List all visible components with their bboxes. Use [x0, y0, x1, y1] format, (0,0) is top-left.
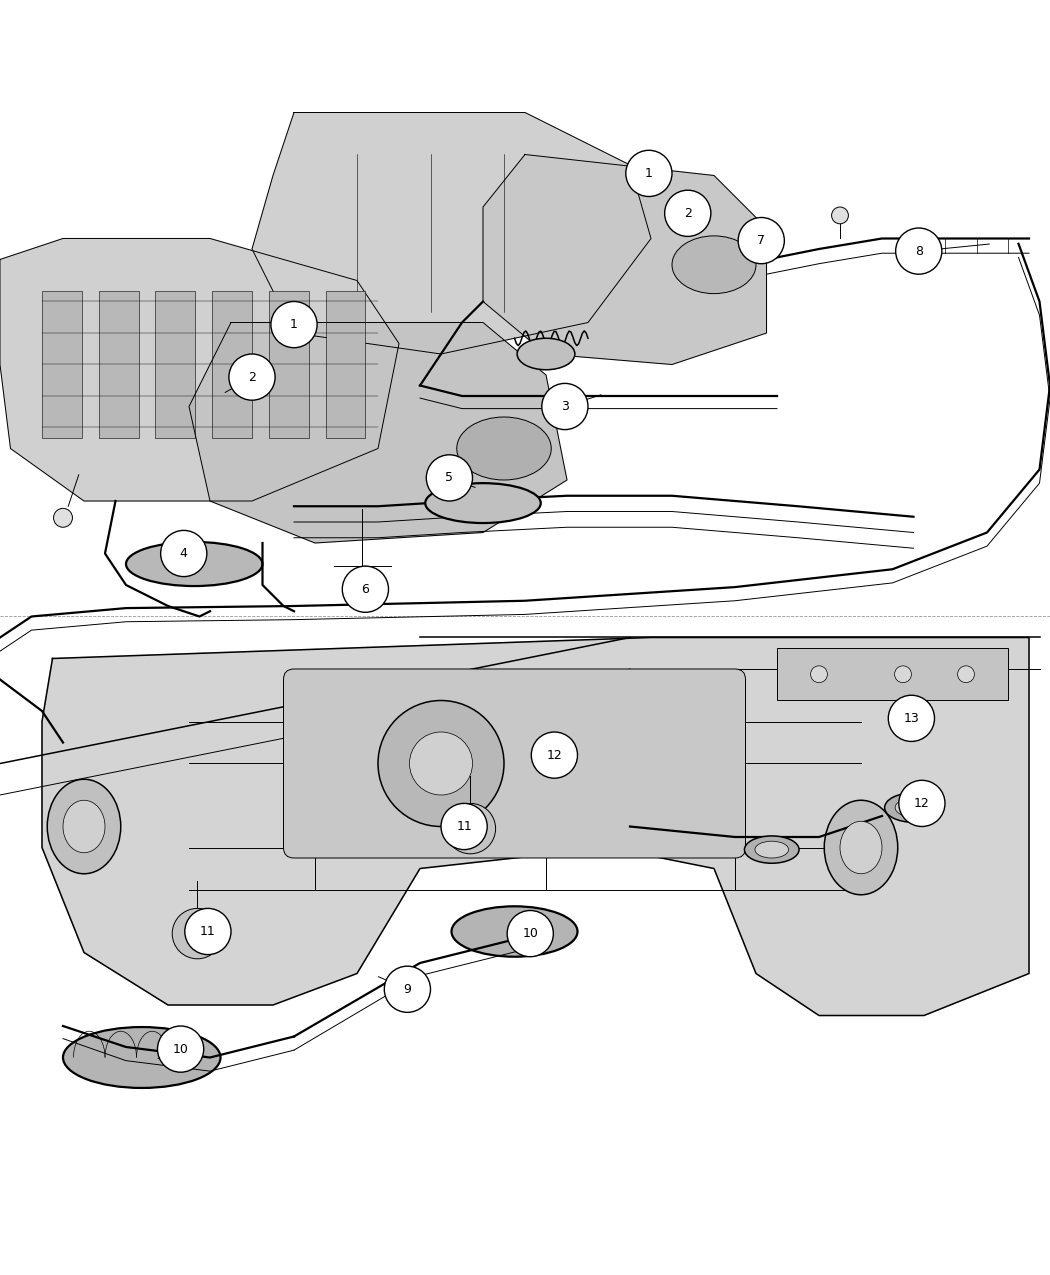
- Text: 10: 10: [522, 927, 539, 940]
- Bar: [189, 923, 206, 944]
- Text: 4: 4: [180, 547, 188, 560]
- Ellipse shape: [824, 801, 898, 895]
- Text: 10: 10: [172, 1043, 189, 1056]
- Text: 3: 3: [561, 400, 569, 413]
- Ellipse shape: [425, 483, 541, 523]
- Ellipse shape: [744, 836, 799, 863]
- Bar: [326, 291, 365, 439]
- Circle shape: [811, 666, 827, 682]
- Bar: [155, 291, 195, 439]
- Circle shape: [161, 530, 207, 576]
- Bar: [212, 291, 252, 439]
- Circle shape: [832, 207, 848, 224]
- Circle shape: [229, 354, 275, 400]
- Circle shape: [888, 695, 934, 742]
- Ellipse shape: [755, 842, 789, 858]
- Ellipse shape: [63, 1028, 220, 1088]
- Ellipse shape: [840, 821, 882, 873]
- Circle shape: [384, 966, 430, 1012]
- Circle shape: [958, 666, 974, 682]
- Text: 11: 11: [200, 924, 216, 938]
- Text: 9: 9: [403, 983, 412, 996]
- Circle shape: [426, 455, 472, 501]
- Ellipse shape: [895, 798, 932, 817]
- Polygon shape: [483, 154, 766, 365]
- Polygon shape: [189, 323, 567, 543]
- Circle shape: [542, 384, 588, 430]
- Circle shape: [445, 803, 496, 854]
- Polygon shape: [252, 112, 651, 354]
- Bar: [269, 291, 309, 439]
- Bar: [99, 291, 139, 439]
- Text: 12: 12: [546, 748, 563, 761]
- Ellipse shape: [47, 779, 121, 873]
- Circle shape: [665, 190, 711, 236]
- Circle shape: [54, 509, 72, 528]
- Bar: [462, 819, 479, 839]
- Circle shape: [507, 910, 553, 956]
- Polygon shape: [0, 238, 399, 501]
- Circle shape: [158, 1026, 204, 1072]
- Text: 5: 5: [445, 472, 454, 484]
- Circle shape: [185, 908, 231, 955]
- Circle shape: [896, 228, 942, 274]
- Text: 1: 1: [645, 167, 653, 180]
- Polygon shape: [42, 638, 1029, 1015]
- Text: 12: 12: [914, 797, 930, 810]
- Circle shape: [342, 566, 388, 612]
- Circle shape: [271, 301, 317, 348]
- Text: 2: 2: [684, 207, 692, 219]
- Text: 8: 8: [915, 245, 923, 258]
- Ellipse shape: [672, 236, 756, 293]
- Circle shape: [899, 780, 945, 826]
- Ellipse shape: [884, 793, 943, 822]
- Circle shape: [172, 908, 223, 959]
- Ellipse shape: [126, 542, 262, 586]
- Ellipse shape: [517, 338, 575, 370]
- Circle shape: [895, 666, 911, 682]
- Ellipse shape: [457, 417, 551, 479]
- Circle shape: [352, 569, 373, 589]
- Text: 11: 11: [456, 820, 472, 833]
- Bar: [42, 291, 82, 439]
- Circle shape: [441, 803, 487, 849]
- Circle shape: [531, 732, 578, 778]
- Text: 1: 1: [290, 317, 298, 332]
- Ellipse shape: [63, 801, 105, 853]
- Text: 7: 7: [757, 235, 765, 247]
- Ellipse shape: [452, 907, 578, 956]
- Circle shape: [410, 732, 472, 796]
- Text: 2: 2: [248, 371, 256, 384]
- Bar: [777, 648, 1008, 700]
- Text: 6: 6: [361, 583, 370, 595]
- FancyBboxPatch shape: [284, 669, 746, 858]
- Circle shape: [626, 150, 672, 196]
- Circle shape: [378, 700, 504, 826]
- Circle shape: [738, 218, 784, 264]
- Text: 13: 13: [903, 711, 920, 725]
